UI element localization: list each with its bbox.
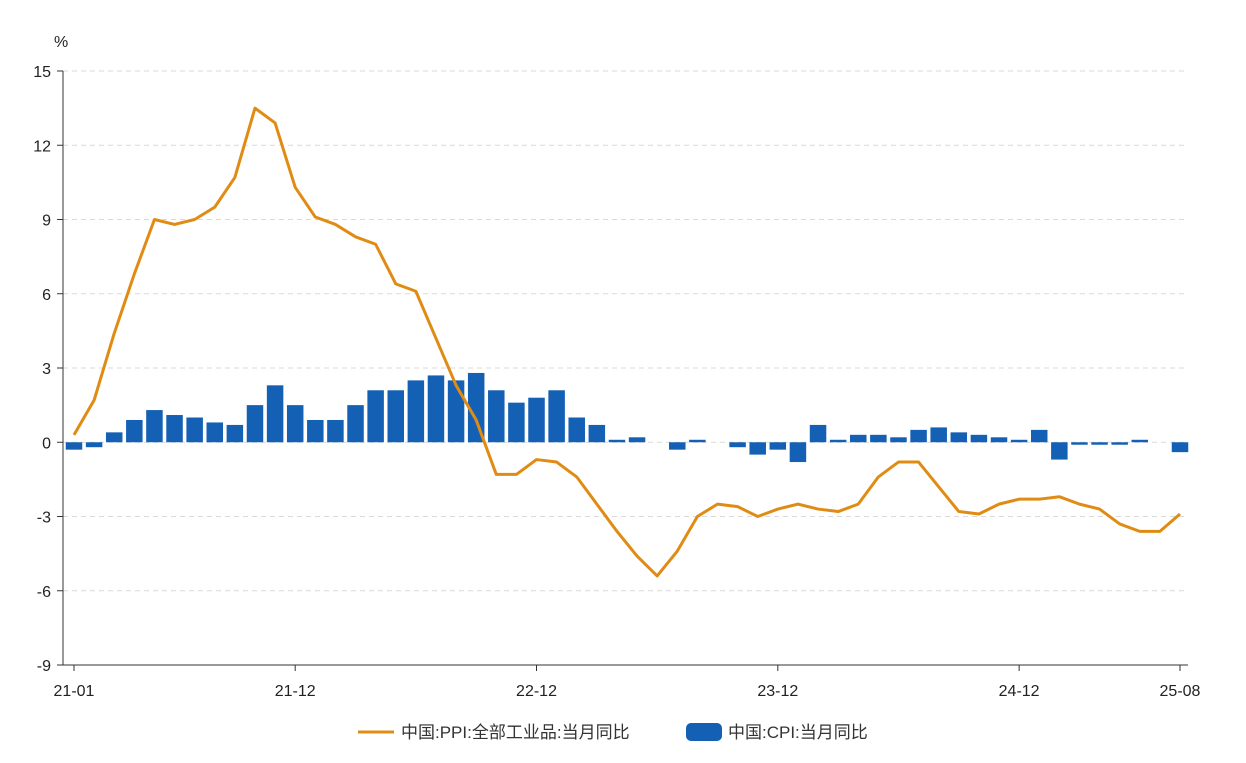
cpi-bar (870, 434, 887, 443)
cpi-bar (166, 415, 183, 443)
cpi-bar (1030, 429, 1048, 443)
cpi-bar (608, 439, 626, 443)
cpi-bar (1111, 442, 1128, 445)
cpi-bar (548, 390, 565, 443)
cpi-bar (1010, 439, 1028, 443)
x-tick-label: 25-08 (1160, 683, 1201, 700)
x-tick-label: 21-01 (54, 683, 95, 700)
cpi-bar (970, 434, 988, 443)
cpi-bar (126, 419, 143, 443)
cpi-bar (367, 390, 384, 443)
cpi-bar (528, 397, 545, 443)
cpi-bars (65, 372, 1189, 463)
y-tick-label: 15 (33, 64, 51, 81)
cpi-bar (65, 442, 83, 450)
cpi-bar (307, 419, 324, 443)
cpi-bar (488, 390, 505, 443)
cpi-bar (1051, 442, 1068, 460)
y-tick-label: 6 (42, 287, 51, 304)
cpi-bar (990, 437, 1008, 443)
cpi-bar (266, 385, 284, 443)
cpi-bar (186, 417, 203, 443)
cpi-bar (1091, 442, 1108, 445)
cpi-bar (85, 442, 103, 448)
legend-cpi-swatch (686, 723, 722, 741)
cpi-bar (729, 442, 746, 448)
cpi-bar (628, 437, 646, 443)
cpi-bar (890, 437, 907, 443)
cpi-bar (950, 432, 968, 443)
cpi-bar (246, 405, 264, 443)
cpi-bar (1131, 439, 1149, 443)
cpi-bar (407, 380, 425, 443)
legend-ppi-label: 中国:PPI:全部工业品:当月同比 (401, 723, 630, 742)
cpi-bar (447, 380, 465, 443)
cpi-bar (910, 429, 927, 443)
cpi-bar (749, 442, 766, 455)
cpi-bar (105, 432, 123, 443)
cpi-bar (669, 442, 686, 450)
cpi-bar (829, 439, 847, 443)
legend: 中国:PPI:全部工业品:当月同比 中国:CPI:当月同比 (358, 723, 868, 742)
x-tick-label: 22-12 (516, 683, 557, 700)
grid-lines (63, 70, 1188, 592)
y-axis-unit: % (54, 34, 68, 51)
y-tick-label: -6 (37, 584, 51, 601)
cpi-bar (588, 424, 606, 443)
cpi-bar (568, 417, 585, 443)
cpi-bar (327, 419, 344, 443)
ppi-line-group (72, 106, 1181, 578)
x-tick-label: 24-12 (999, 683, 1040, 700)
cpi-bar (387, 390, 404, 443)
legend-cpi-label: 中国:CPI:当月同比 (728, 723, 868, 742)
y-tick-label: -9 (37, 658, 51, 675)
cpi-bar (789, 442, 807, 463)
cpi-bar (286, 405, 304, 443)
x-tick-label: 23-12 (757, 683, 798, 700)
cpi-bar (508, 402, 525, 443)
cpi-bar (1071, 442, 1088, 445)
cpi-bar (347, 405, 364, 443)
cpi-bar (427, 375, 445, 443)
y-tick-label: 3 (42, 361, 51, 378)
cpi-bar (930, 427, 947, 443)
y-tick-label: 12 (33, 138, 51, 155)
cpi-bar (850, 434, 867, 443)
y-tick-label: -3 (37, 510, 51, 527)
cpi-bar (1171, 442, 1189, 453)
cpi-bar (769, 442, 787, 450)
y-tick-label: 9 (42, 213, 51, 230)
y-tick-label: 0 (42, 435, 51, 452)
cpi-bar (226, 424, 244, 443)
cpi-bar (206, 422, 224, 443)
cpi-bar (689, 439, 706, 443)
ppi-line (72, 106, 1181, 578)
cpi-bar (809, 424, 827, 443)
cpi-bar (467, 372, 485, 443)
axes: 15 12 9 6 3 0 -3 -6 -921-01 21-12 22-12 23-12 24-12 2… (33, 64, 1200, 700)
cpi-bar (146, 410, 163, 443)
x-tick-label: 21-12 (275, 683, 316, 700)
